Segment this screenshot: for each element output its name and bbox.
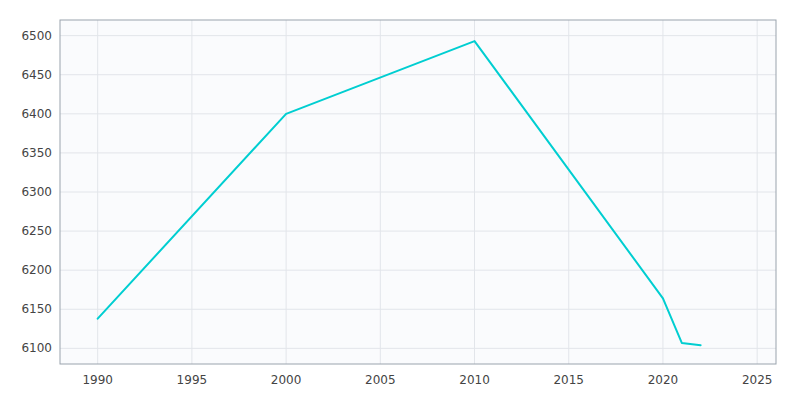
- y-tick-label: 6300: [21, 185, 52, 199]
- y-grid-line: [60, 348, 776, 349]
- x-tick-label: 2000: [271, 373, 302, 387]
- y-grid-line: [60, 35, 776, 36]
- y-grid-line: [60, 74, 776, 75]
- y-grid-line: [60, 152, 776, 153]
- y-tick-label: 6450: [21, 68, 52, 82]
- x-tick-label: 2020: [648, 373, 679, 387]
- y-tick-label: 6100: [21, 341, 52, 355]
- y-tick-label: 6500: [21, 29, 52, 43]
- chart-container: 1990 1995 2000 2005 2010 2015 2020 2025 6100 6150…: [0, 0, 800, 400]
- x-tick-label: 2005: [365, 373, 396, 387]
- tick-labels: 1990 1995 2000 2005 2010 2015 2020 2025 6100 6150…: [21, 29, 772, 387]
- y-tick-label: 6400: [21, 107, 52, 121]
- x-tick-label: 2010: [459, 373, 490, 387]
- x-tick-label: 1995: [177, 373, 208, 387]
- x-tick-label: 1990: [82, 373, 113, 387]
- chart-svg: 1990 1995 2000 2005 2010 2015 2020 2025 6100 6150…: [0, 0, 800, 400]
- y-tick-label: 6250: [21, 224, 52, 238]
- grid: [60, 20, 776, 364]
- plot-background: [60, 20, 776, 364]
- x-tick-label: 2015: [553, 373, 584, 387]
- y-grid-line: [60, 113, 776, 114]
- y-grid-line: [60, 192, 776, 193]
- y-tick-label: 6200: [21, 263, 52, 277]
- x-tick-label: 2025: [742, 373, 773, 387]
- plot-frame: [60, 20, 776, 364]
- y-tick-label: 6350: [21, 146, 52, 160]
- series: [98, 41, 701, 345]
- line: [98, 41, 701, 345]
- y-tick-label: 6150: [21, 302, 52, 316]
- y-grid-line: [60, 270, 776, 271]
- y-grid-line: [60, 231, 776, 232]
